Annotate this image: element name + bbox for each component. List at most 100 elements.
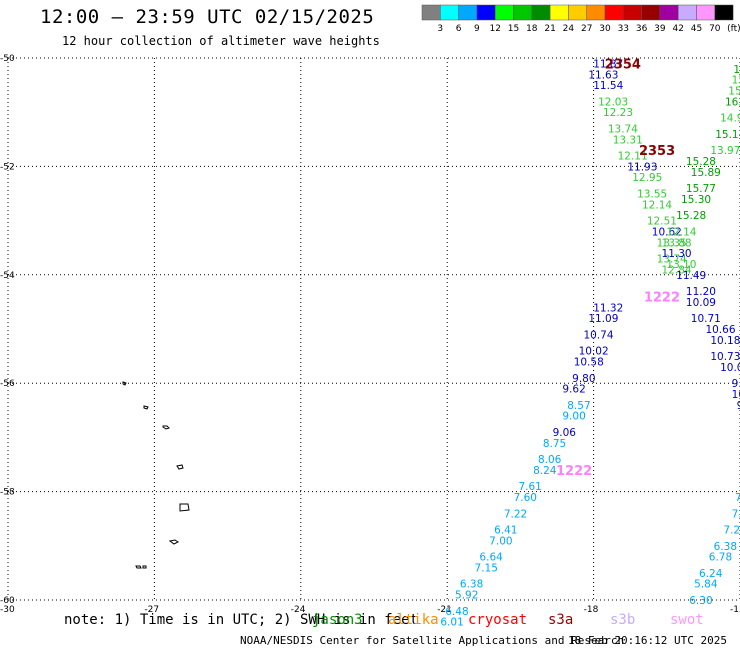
wave-height-label: 11.20 xyxy=(686,286,716,298)
wave-height-label: 11.54 xyxy=(593,80,623,92)
legend-label-70: 70 xyxy=(709,24,721,34)
legend-swatch-7 xyxy=(549,4,569,21)
wave-height-label: 11.63 xyxy=(588,69,618,81)
island-outline xyxy=(122,381,127,386)
lat-tick-label: -56 xyxy=(0,379,15,389)
wave-height-label: 10.73 xyxy=(710,351,740,363)
wave-height-label: 10.02 xyxy=(579,346,609,358)
legend-label-39: 39 xyxy=(654,24,666,34)
wave-height-label: 12.14 xyxy=(666,226,696,238)
wave-height-label: 15 xyxy=(733,64,740,76)
track-time-label: 1222 xyxy=(644,290,680,305)
satellite-jason3: jason3 xyxy=(312,612,363,628)
island-outline xyxy=(162,425,170,430)
wave-height-label: 15.28 xyxy=(676,210,706,222)
lon-tick-label: -30 xyxy=(0,605,15,615)
track-time-label: 2354 xyxy=(605,57,641,72)
wave-height-label: 9.80 xyxy=(572,373,595,385)
wave-height-label: 13.10 xyxy=(666,259,696,271)
track-time-label: 2353 xyxy=(639,144,675,159)
wave-height-label: 13.74 xyxy=(657,254,687,266)
wave-height-label: 11.32 xyxy=(593,302,623,314)
wave-height-label: 7.28 xyxy=(723,525,740,537)
wave-height-label: 12.11 xyxy=(618,151,648,163)
wave-height-label: 10.58 xyxy=(574,357,604,369)
wave-height-label: 6.01 xyxy=(440,617,463,629)
wave-height-label: 9.06 xyxy=(553,427,577,439)
lat-tick-label: -50 xyxy=(0,54,15,64)
legend-label-30: 30 xyxy=(599,24,611,34)
wave-height-label: 12.51 xyxy=(647,216,677,228)
legend-label-24: 24 xyxy=(563,24,575,34)
wave-height-label: 7.2 xyxy=(732,508,740,520)
wave-height-label: 15.14 xyxy=(715,129,740,141)
wave-height-label: 6.41 xyxy=(494,525,517,537)
satellite-swot: swot xyxy=(670,612,704,628)
wave-height-label: 9 xyxy=(737,400,740,412)
legend-swatch-6 xyxy=(531,4,551,21)
legend-swatch-11 xyxy=(623,4,642,21)
wave-height-label: 13.88 xyxy=(662,237,692,249)
lon-tick-label: -18 xyxy=(584,605,599,615)
legend-label-45: 45 xyxy=(691,24,702,34)
wave-height-label: 13.55 xyxy=(637,189,667,201)
wave-height-label: 6.30 xyxy=(689,595,712,607)
legend-label-42: 42 xyxy=(672,24,683,34)
wave-height-label: 14.93 xyxy=(720,113,740,125)
lon-tick-label: -15 xyxy=(730,605,740,615)
wave-height-label: 7.00 xyxy=(489,535,512,547)
island-outline xyxy=(143,405,149,410)
wave-height-label: 11.49 xyxy=(676,270,706,282)
legend-swatch-12 xyxy=(641,4,661,21)
wave-height-label: 10. xyxy=(732,389,740,401)
legend-swatch-13 xyxy=(659,4,679,21)
wave-height-label: 8.57 xyxy=(567,400,590,412)
wave-height-label: 7. xyxy=(735,492,740,504)
wave-height-label: 9.00 xyxy=(562,411,585,423)
wave-height-label: 8.24 xyxy=(533,465,557,477)
wave-height-label: 11.09 xyxy=(588,313,618,325)
wave-height-label: 6.24 xyxy=(699,568,723,580)
wave-height-label: 13.97 xyxy=(710,145,740,157)
wave-height-label: 10.74 xyxy=(583,329,613,341)
wave-height-label: 6.38 xyxy=(460,579,483,591)
wave-height-label: 6.64 xyxy=(479,552,503,564)
wave-height-label: 10.66 xyxy=(705,324,735,336)
legend-label-6: 6 xyxy=(456,24,462,34)
island-outline xyxy=(176,464,184,470)
lat-tick-label: -52 xyxy=(0,162,15,172)
legend-label-3: 3 xyxy=(437,24,443,34)
footer-note: note: 1) Time is in UTC; 2) SWH is in fe… xyxy=(64,612,419,628)
legend-label-36: 36 xyxy=(636,24,648,34)
footer-credit: NOAA/NESDIS Center for Satellite Applica… xyxy=(240,634,625,647)
island-outline xyxy=(135,565,147,569)
wave-height-label: 13.74 xyxy=(608,123,638,135)
lat-tick-label: -60 xyxy=(0,596,15,606)
wave-height-label: 12.03 xyxy=(598,96,628,108)
wave-height-label: 7.60 xyxy=(514,492,537,504)
legend-swatch-14 xyxy=(677,4,697,21)
wave-height-label: 12.84 xyxy=(662,264,692,276)
legend-label-15: 15 xyxy=(508,24,519,34)
wave-height-label: 6.38 xyxy=(714,541,737,553)
legend-swatch-1 xyxy=(440,4,459,21)
satellite-s3b: s3b xyxy=(610,612,636,628)
legend-label-21: 21 xyxy=(544,24,555,34)
legend-label-18: 18 xyxy=(526,24,538,34)
wave-height-label: 16.90 xyxy=(725,96,740,108)
wave-height-label: 12.23 xyxy=(603,107,633,119)
wave-height-label: 15.89 xyxy=(691,167,721,179)
wave-height-label: 10.71 xyxy=(691,313,721,325)
wave-height-label: 6.48 xyxy=(445,606,468,618)
wave-height-label: 15. xyxy=(732,75,740,87)
wave-height-label: 6.78 xyxy=(709,552,732,564)
legend-swatch-9 xyxy=(586,4,606,21)
lon-tick-label: -27 xyxy=(144,605,159,615)
wave-height-label: 5.84 xyxy=(694,579,718,591)
wave-height-label: 5.92 xyxy=(455,590,478,602)
wave-height-label: 9.62 xyxy=(562,384,585,396)
legend-swatch-0 xyxy=(421,4,441,21)
satellite-s3a: s3a xyxy=(548,612,574,628)
page-subtitle: 12 hour collection of altimeter wave hei… xyxy=(62,34,380,48)
